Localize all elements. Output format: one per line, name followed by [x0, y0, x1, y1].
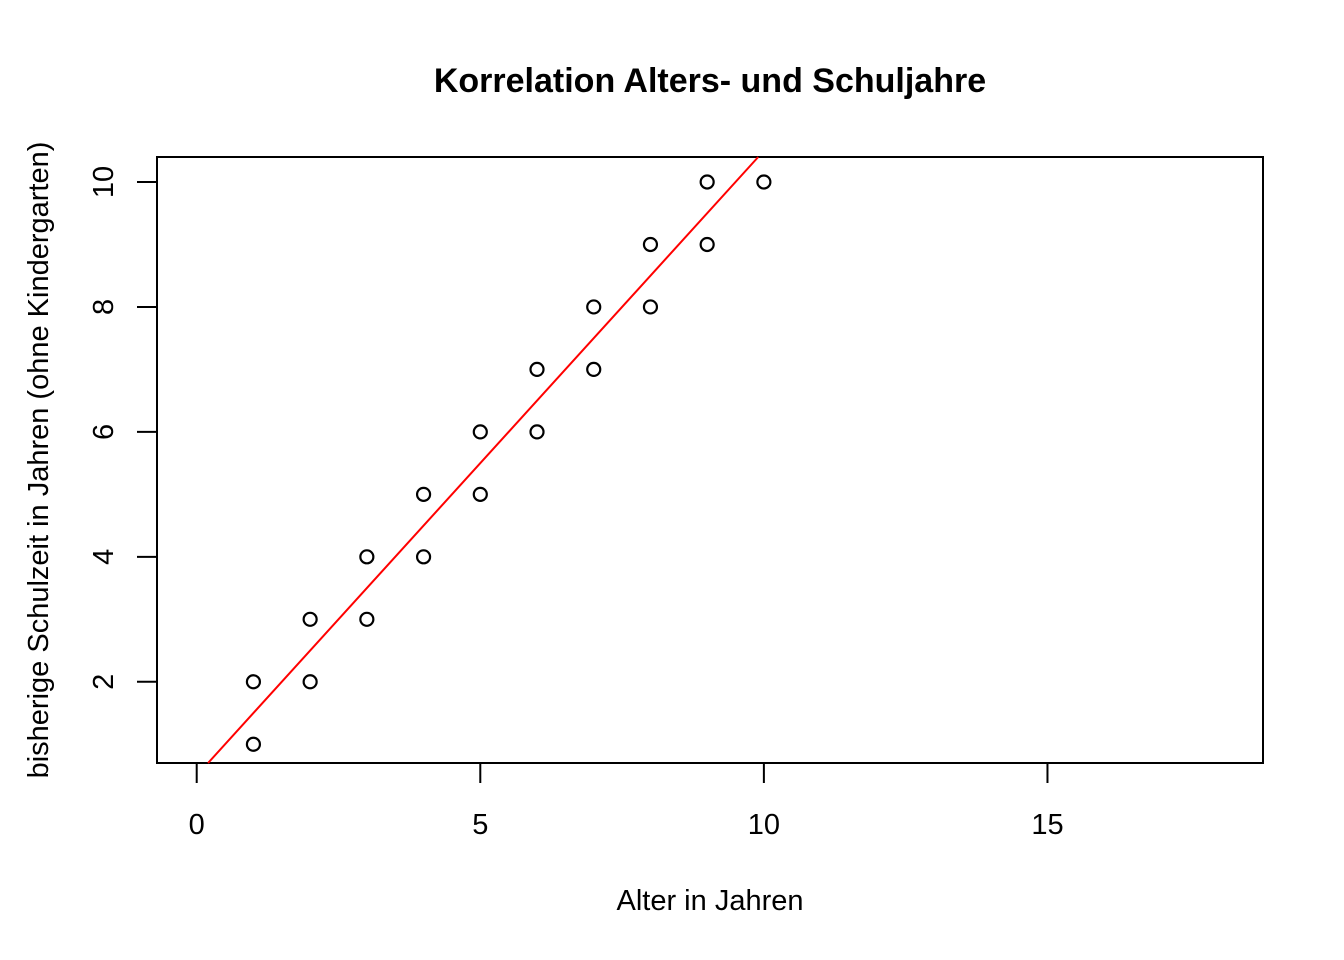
- data-point: [245, 674, 262, 690]
- data-points-layer: [245, 174, 772, 752]
- data-point: [415, 549, 432, 565]
- data-point: [245, 736, 262, 752]
- plot-frame: [156, 156, 1264, 764]
- data-point: [415, 486, 432, 502]
- y-tick-label: 10: [88, 166, 120, 198]
- data-point: [472, 424, 488, 440]
- regression-line: [207, 156, 759, 764]
- x-tick-label: 10: [748, 809, 780, 841]
- x-tick-label: 15: [1031, 809, 1063, 841]
- y-tick-label: 8: [88, 299, 120, 315]
- data-point: [302, 674, 318, 690]
- data-point: [586, 361, 602, 378]
- y-tick-label: 4: [88, 549, 120, 565]
- data-point: [586, 299, 602, 315]
- regression-line-layer: [207, 156, 759, 764]
- data-point: [302, 611, 318, 627]
- x-axis: 0 5 10 15: [189, 762, 1064, 841]
- data-point: [756, 174, 772, 190]
- x-tick-label: 5: [472, 809, 488, 841]
- data-point: [529, 424, 545, 440]
- data-point: [359, 549, 375, 565]
- data-point: [699, 174, 715, 190]
- data-point: [359, 611, 375, 627]
- y-tick-label: 6: [88, 424, 120, 440]
- data-point: [529, 361, 545, 378]
- x-tick-label: 0: [189, 809, 205, 841]
- y-axis: 2 4 6 8 10: [88, 166, 158, 690]
- data-point: [699, 236, 715, 253]
- chart-title: Korrelation Alters- und Schuljahre: [434, 62, 986, 100]
- data-point: [642, 299, 659, 315]
- y-axis-label: bisherige Schulzeit in Jahren (ohne Kind…: [23, 142, 55, 779]
- y-tick-label: 2: [88, 674, 120, 690]
- data-point: [472, 486, 488, 502]
- data-point: [642, 236, 659, 253]
- x-axis-label: Alter in Jahren: [617, 885, 804, 917]
